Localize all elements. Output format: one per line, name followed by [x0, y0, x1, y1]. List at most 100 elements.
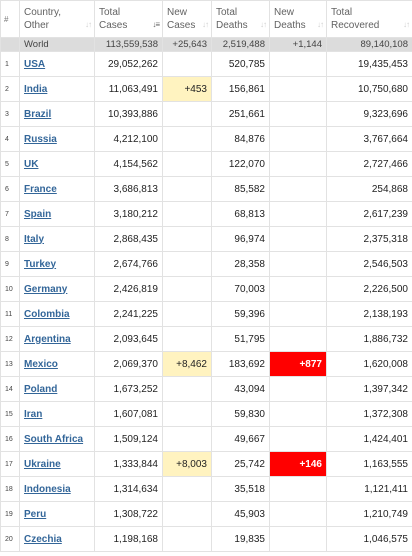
country-cell: Indonesia [19, 476, 95, 502]
header-total-cases-line2: Cases [99, 20, 128, 31]
country-link[interactable]: Ukraine [24, 458, 61, 470]
total-cases-cell: 2,069,370 [94, 351, 163, 377]
header-country[interactable]: Country, Other ↓↑ [19, 0, 95, 38]
country-cell: Turkey [19, 251, 95, 277]
table-row: 4 Russia 4,212,100 84,876 3,767,664 [0, 126, 412, 152]
row-index: 9 [0, 251, 20, 277]
new-cases-cell [162, 51, 212, 77]
country-link[interactable]: Czechia [24, 533, 62, 545]
total-recovered-cell: 2,617,239 [326, 201, 412, 227]
country-link[interactable]: India [24, 83, 48, 95]
table-row: 7 Spain 3,180,212 68,813 2,617,239 [0, 201, 412, 227]
country-cell: Peru [19, 501, 95, 527]
total-cases-cell: 1,333,844 [94, 451, 163, 477]
country-cell: Italy [19, 226, 95, 252]
total-deaths-cell: 520,785 [211, 51, 270, 77]
new-deaths-cell [269, 51, 327, 77]
table-row: 20 Czechia 1,198,168 19,835 1,046,575 [0, 526, 412, 552]
total-deaths-cell: 68,813 [211, 201, 270, 227]
header-num[interactable]: # [0, 0, 20, 38]
total-deaths-cell: 35,518 [211, 476, 270, 502]
total-deaths-cell: 183,692 [211, 351, 270, 377]
header-total-deaths[interactable]: Total Deaths ↓↑ [211, 0, 270, 38]
total-recovered-cell: 9,323,696 [326, 101, 412, 127]
sort-icon: ↓↑ [85, 20, 92, 29]
country-link[interactable]: Colombia [24, 308, 70, 320]
header-new-cases-line2: Cases [167, 20, 196, 31]
table-row: 6 France 3,686,813 85,582 254,868 [0, 176, 412, 202]
country-link[interactable]: Italy [24, 233, 45, 245]
country-cell: USA [19, 51, 95, 77]
header-new-deaths[interactable]: New Deaths ↓↑ [269, 0, 327, 38]
country-link[interactable]: Peru [24, 508, 47, 520]
country-link[interactable]: Russia [24, 133, 57, 145]
row-index: 17 [0, 451, 20, 477]
new-deaths-cell [269, 76, 327, 102]
country-cell: Mexico [19, 351, 95, 377]
country-link[interactable]: USA [24, 58, 46, 70]
total-cases-cell: 3,686,813 [94, 176, 163, 202]
new-cases-cell [162, 426, 212, 452]
total-deaths-cell: 96,974 [211, 226, 270, 252]
table-row: 13 Mexico 2,069,370 +8,462 183,692 +877 1,620,… [0, 351, 412, 377]
total-cases-cell: 29,052,262 [94, 51, 163, 77]
new-cases-cell [162, 151, 212, 177]
country-link[interactable]: France [24, 183, 57, 195]
header-total-recovered-line2: Recovered [331, 20, 380, 31]
table-row: 5 UK 4,154,562 122,070 2,727,466 [0, 151, 412, 177]
total-recovered-cell: 2,546,503 [326, 251, 412, 277]
country-cell: Spain [19, 201, 95, 227]
total-cases-cell: 4,212,100 [94, 126, 163, 152]
total-cases-cell: 10,393,886 [94, 101, 163, 127]
total-recovered-cell: 10,750,680 [326, 76, 412, 102]
header-new-deaths-line1: New [274, 7, 295, 18]
new-deaths-cell [269, 326, 327, 352]
total-deaths-cell: 28,358 [211, 251, 270, 277]
total-recovered-cell: 1,424,401 [326, 426, 412, 452]
row-index: 16 [0, 426, 20, 452]
row-index: 1 [0, 51, 20, 77]
new-deaths-cell [269, 176, 327, 202]
new-deaths-cell [269, 476, 327, 502]
country-link[interactable]: Poland [24, 383, 58, 395]
country-link[interactable]: Mexico [24, 358, 58, 370]
new-cases-cell [162, 376, 212, 402]
total-recovered-cell: 1,620,008 [326, 351, 412, 377]
country-link[interactable]: Turkey [24, 258, 57, 270]
total-recovered-cell: 2,226,500 [326, 276, 412, 302]
country-cell: Iran [19, 401, 95, 427]
total-recovered-cell: 1,046,575 [326, 526, 412, 552]
row-index: 12 [0, 326, 20, 352]
row-index: 20 [0, 526, 20, 552]
country-link[interactable]: Iran [24, 408, 43, 420]
header-total-recovered[interactable]: Total Recovered ↓↑ [326, 0, 412, 38]
country-link[interactable]: Argentina [24, 333, 71, 345]
new-deaths-cell [269, 126, 327, 152]
country-link[interactable]: Spain [24, 208, 52, 220]
total-deaths-cell: 70,003 [211, 276, 270, 302]
new-cases-cell [162, 176, 212, 202]
country-link[interactable]: Germany [24, 283, 68, 295]
total-deaths-cell: 156,861 [211, 76, 270, 102]
total-recovered-cell: 2,138,193 [326, 301, 412, 327]
header-country-line2: Other [24, 20, 50, 31]
country-link[interactable]: Indonesia [24, 483, 71, 495]
header-total-cases[interactable]: Total Cases ↓≡ [94, 0, 163, 38]
country-link[interactable]: Brazil [24, 108, 52, 120]
new-cases-cell [162, 201, 212, 227]
header-new-deaths-line2: Deaths [274, 20, 306, 31]
country-link[interactable]: UK [24, 158, 39, 170]
sort-active-icon: ↓≡ [152, 20, 160, 29]
header-new-cases-line1: New [167, 7, 188, 18]
country-cell: Colombia [19, 301, 95, 327]
world-total-deaths: 2,519,488 [211, 37, 270, 52]
row-index: 10 [0, 276, 20, 302]
sort-icon: ↓↑ [202, 20, 209, 29]
new-deaths-cell: +877 [269, 351, 327, 377]
country-link[interactable]: South Africa [24, 433, 84, 445]
header-new-cases[interactable]: New Cases ↓↑ [162, 0, 212, 38]
total-recovered-cell: 1,886,732 [326, 326, 412, 352]
row-index: 2 [0, 76, 20, 102]
total-recovered-cell: 254,868 [326, 176, 412, 202]
table-row: 18 Indonesia 1,314,634 35,518 1,121,411 [0, 476, 412, 502]
